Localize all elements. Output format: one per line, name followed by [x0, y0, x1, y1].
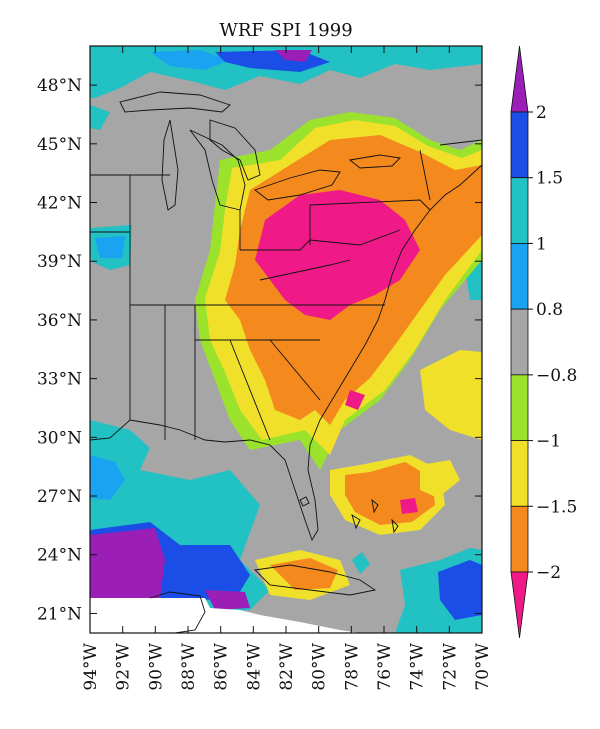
wet-anomaly-regions: [90, 46, 482, 633]
no-data-region: [90, 598, 360, 633]
lon-tick-label: 80°W: [310, 642, 330, 690]
map-panel: [90, 46, 482, 633]
colorbar-label: −1.5: [536, 497, 577, 517]
lon-tick-label: 84°W: [244, 642, 264, 690]
lat-tick-label: 27°N: [37, 487, 82, 507]
colorbar-label: −0.8: [536, 366, 577, 386]
lon-tick-label: 86°W: [212, 642, 232, 690]
lat-tick-label: 42°N: [37, 194, 82, 214]
lat-tick-label: 48°N: [37, 76, 82, 96]
lon-tick-label: 74°W: [408, 642, 428, 690]
colorbar-segment: [510, 308, 529, 376]
colorbar-segment: [510, 505, 529, 573]
colorbar-extend-bottom: [510, 571, 529, 639]
colorbar-label: −1: [536, 432, 561, 452]
lat-tick-label: 21°N: [37, 604, 82, 624]
lat-tick-label: 33°N: [37, 370, 82, 390]
longitude-axis: 94°W 92°W 90°W 88°W 86°W 84°W 82°W 80°W 78°W 76°W…: [81, 46, 493, 691]
lon-tick-label: 90°W: [146, 642, 166, 690]
lon-tick-label: 94°W: [81, 642, 101, 690]
lon-tick-label: 70°W: [473, 642, 493, 690]
colorbar-segment: [510, 374, 529, 441]
colorbar: 2 1.5 1 0.8 −0.8 −1 −1.5 −2: [510, 45, 577, 639]
lat-tick-label: 36°N: [37, 311, 82, 331]
lon-tick-label: 88°W: [179, 642, 199, 690]
dry-anomaly-regions: [195, 112, 482, 600]
colorbar-segment: [510, 111, 529, 179]
colorbar-label: 1.5: [536, 169, 563, 189]
colorbar-segment: [510, 177, 529, 244]
map-title: WRF SPI 1999: [219, 20, 352, 41]
lat-tick-label: 24°N: [37, 546, 82, 566]
lon-tick-label: 82°W: [277, 642, 297, 690]
colorbar-segment: [510, 440, 529, 507]
colorbar-label: 0.8: [536, 300, 563, 320]
lat-tick-label: 45°N: [37, 135, 82, 155]
colorbar-extend-top: [510, 45, 529, 113]
lon-tick-label: 76°W: [375, 642, 395, 690]
colorbar-segment: [510, 243, 529, 310]
lon-tick-label: 92°W: [114, 642, 134, 690]
boundaries: [90, 91, 482, 633]
lon-tick-label: 72°W: [440, 642, 460, 690]
colorbar-label: 1: [536, 234, 547, 254]
colorbar-label: 2: [536, 103, 547, 123]
lat-tick-label: 39°N: [37, 252, 82, 272]
colorbar-label: −2: [536, 563, 561, 583]
latitude-axis: 48°N 45°N 42°N 39°N 36°N 33°N 30°N 27°N 24°N 21°N: [37, 76, 482, 624]
lon-tick-label: 78°W: [342, 642, 362, 690]
lat-tick-label: 30°N: [37, 428, 82, 448]
